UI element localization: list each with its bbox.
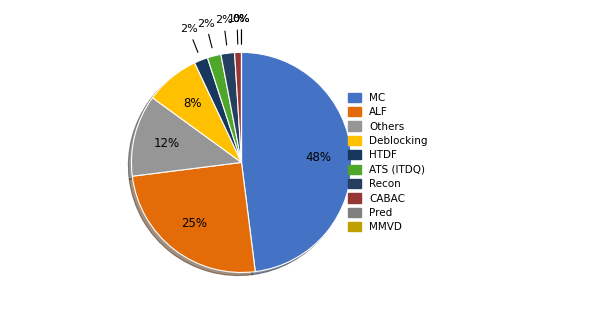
Wedge shape: [153, 63, 241, 163]
Wedge shape: [234, 52, 241, 163]
Wedge shape: [131, 98, 241, 176]
Wedge shape: [221, 53, 241, 163]
Text: 48%: 48%: [305, 151, 332, 164]
Text: 0%: 0%: [233, 14, 250, 44]
Wedge shape: [194, 58, 241, 163]
Text: 8%: 8%: [183, 97, 201, 110]
Legend: MC, ALF, Others, Deblocking, HTDF, ATS (ITDQ), Recon, CABAC, Pred, MMVD: MC, ALF, Others, Deblocking, HTDF, ATS (…: [343, 87, 433, 238]
Text: 0%: 0%: [233, 14, 250, 44]
Wedge shape: [207, 54, 241, 163]
Wedge shape: [133, 163, 255, 272]
Text: 2%: 2%: [214, 15, 233, 45]
Text: 25%: 25%: [181, 217, 207, 230]
Text: 12%: 12%: [154, 137, 180, 150]
Wedge shape: [241, 52, 352, 272]
Text: 2%: 2%: [180, 24, 198, 52]
Text: 1%: 1%: [228, 14, 246, 44]
Text: 2%: 2%: [197, 19, 215, 48]
